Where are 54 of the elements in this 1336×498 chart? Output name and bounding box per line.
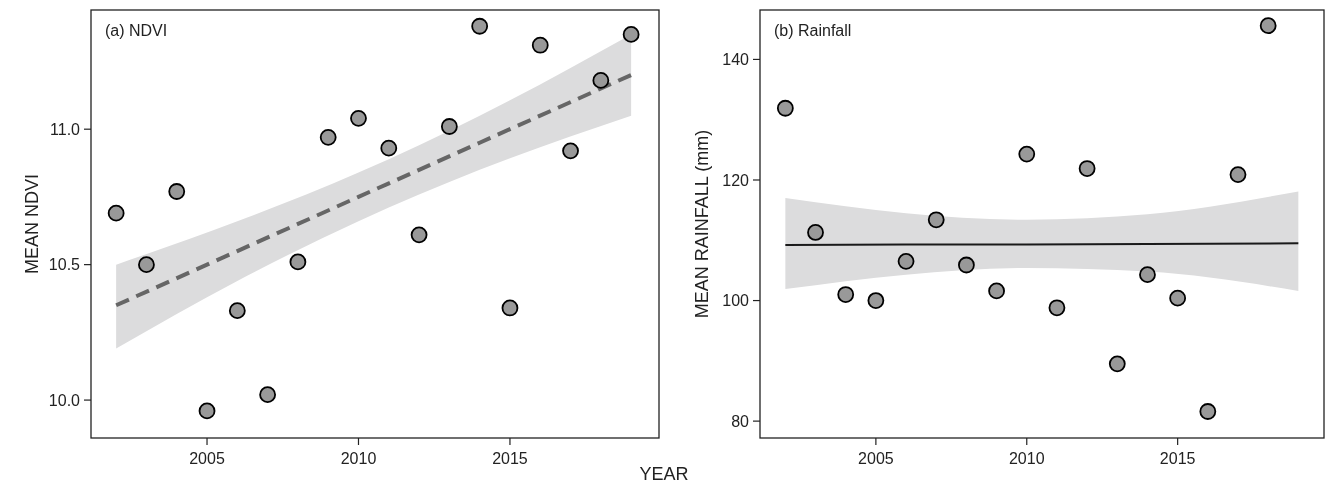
y-tick-label: 11.0 — [50, 120, 81, 138]
point — [531, 36, 549, 54]
point — [1078, 160, 1096, 177]
point — [501, 299, 519, 317]
point — [592, 72, 610, 89]
x-axis-title: YEAR — [639, 464, 689, 484]
point — [1139, 266, 1156, 284]
point — [562, 142, 579, 160]
x-tick-label: 2010 — [340, 450, 377, 467]
point — [319, 128, 337, 146]
point — [168, 183, 186, 200]
point — [440, 118, 458, 135]
y-axis-title: MEAN NDVI — [22, 173, 42, 275]
point — [1018, 145, 1036, 163]
point — [1048, 299, 1066, 317]
x-tick-label: 2015 — [492, 450, 528, 467]
point — [228, 302, 246, 320]
point — [776, 99, 794, 117]
point — [867, 292, 885, 309]
x-tick-label: 2010 — [1008, 450, 1045, 467]
point — [1108, 355, 1126, 373]
line-series — [114, 73, 634, 308]
point — [1169, 289, 1187, 307]
point — [198, 402, 216, 420]
point — [988, 282, 1005, 300]
point — [380, 139, 398, 157]
point — [1259, 17, 1277, 35]
y-tick-label: 140 — [722, 51, 750, 69]
point — [837, 286, 855, 303]
point — [350, 109, 367, 127]
text: (a) NDVI — [105, 22, 168, 39]
point — [259, 386, 277, 404]
point — [138, 256, 155, 274]
text: (b) Rainfall — [774, 22, 852, 39]
point — [289, 253, 307, 271]
point — [1229, 166, 1247, 183]
point — [927, 211, 945, 229]
y-tick-label: 120 — [722, 171, 750, 189]
y-tick-label: 100 — [722, 292, 750, 310]
point — [410, 226, 428, 244]
point — [471, 17, 489, 35]
point — [1199, 403, 1217, 420]
point — [807, 224, 824, 241]
point — [897, 252, 915, 270]
y-tick-label: 10.5 — [48, 256, 81, 274]
point — [622, 25, 640, 43]
point — [107, 204, 125, 222]
point — [958, 256, 975, 274]
x-tick-label: 2005 — [189, 450, 225, 467]
x-tick-label: 2015 — [1159, 450, 1196, 467]
y-tick-label: 10.0 — [48, 391, 81, 409]
y-tick-label: 80 — [731, 412, 750, 430]
x-tick-label: 2005 — [858, 450, 894, 467]
y-axis-title: MEAN RAINFALL (mm) — [692, 129, 712, 319]
